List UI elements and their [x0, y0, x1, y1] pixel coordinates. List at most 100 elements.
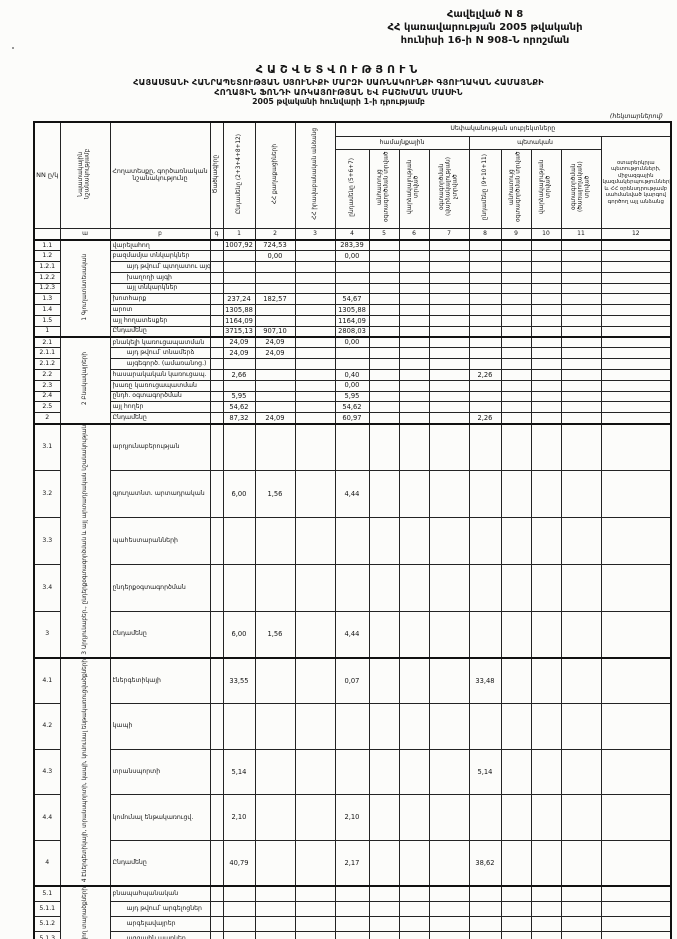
- value-cell: [398, 748, 430, 796]
- land-type-cell: ազգային պարկեր: [109, 931, 211, 939]
- value-cell: [560, 250, 602, 263]
- value-cell: 0,00: [334, 250, 370, 263]
- value-cell: [500, 304, 532, 317]
- value-cell: [334, 261, 370, 273]
- value-cell: [254, 304, 296, 317]
- value-cell: [500, 931, 532, 939]
- value-cell: [530, 390, 562, 403]
- code-cell: [209, 325, 224, 338]
- value-cell: [222, 271, 256, 284]
- row-num-cell: 5.1.2: [33, 915, 61, 933]
- value-cell: [530, 261, 562, 273]
- table-row: 2.5 այլ հողեր 54,62 54,62: [33, 401, 672, 414]
- value-cell: [294, 336, 336, 349]
- value-cell: 237,24: [222, 293, 256, 306]
- group-label: 3 Արդյունաբեր., ընդերքօգտագործման և այլ …: [81, 424, 88, 655]
- value-cell: [428, 900, 470, 917]
- value-cell: [294, 703, 336, 750]
- value-cell: [294, 347, 336, 360]
- value-cell: [468, 293, 502, 306]
- col-header-state-total-label: ընդամենը (9+10+11): [481, 154, 488, 221]
- value-cell: [294, 931, 336, 939]
- value-cell: [428, 469, 470, 518]
- value-cell: [530, 610, 562, 659]
- value-cell: [334, 282, 370, 295]
- code-cell: [209, 347, 224, 360]
- value-cell: [500, 610, 532, 659]
- row-num-cell: 2.3: [33, 379, 61, 392]
- code-cell: [209, 931, 224, 939]
- value-cell: [468, 931, 502, 939]
- value-cell: [254, 915, 296, 933]
- land-type-cell: արոտ: [109, 304, 211, 317]
- value-cell: [294, 794, 336, 842]
- value-cell: [398, 325, 430, 338]
- value-cell: [600, 271, 672, 284]
- value-cell: [500, 261, 532, 273]
- value-cell: [600, 563, 672, 612]
- value-cell: [398, 915, 430, 933]
- land-type-cell: բնապահպանական: [109, 885, 211, 902]
- value-cell: [368, 469, 400, 518]
- col-header-landtype: Հողատեսքը, գործառնական նշանակությունը: [109, 121, 211, 229]
- value-cell: [600, 379, 672, 392]
- value-cell: [500, 293, 532, 306]
- value-cell: [428, 794, 470, 842]
- value-cell: [398, 422, 430, 471]
- value-cell: [500, 469, 532, 518]
- value-cell: 5,14: [222, 748, 256, 796]
- value-cell: [294, 422, 336, 471]
- value-cell: [560, 304, 602, 317]
- value-cell: 24,09: [254, 347, 296, 360]
- land-type-cell: կոմունալ ենթակառուցվ.: [109, 794, 211, 842]
- code-cell: [209, 610, 224, 659]
- value-cell: [222, 915, 256, 933]
- land-type-cell: էներգետիկայի: [109, 657, 211, 705]
- land-type-cell: ընդհ. օգտագործման: [109, 390, 211, 403]
- value-cell: [428, 347, 470, 360]
- value-cell: [368, 703, 400, 750]
- value-cell: [294, 390, 336, 403]
- value-cell: [398, 657, 430, 705]
- value-cell: 1164,09: [222, 315, 256, 327]
- col-header-citizens-label: ՀՀ քաղաքացիների: [271, 143, 278, 205]
- value-cell: [368, 369, 400, 381]
- value-cell: [500, 347, 532, 360]
- value-cell: 54,67: [334, 293, 370, 306]
- value-cell: [500, 282, 532, 295]
- value-cell: [600, 347, 672, 360]
- value-cell: [560, 315, 602, 327]
- value-cell: [560, 840, 602, 887]
- value-cell: [398, 610, 430, 659]
- code-cell: [209, 379, 224, 392]
- value-cell: 33,55: [222, 657, 256, 705]
- col-number-cell: 8: [468, 228, 502, 241]
- value-cell: [294, 748, 336, 796]
- value-cell: 0,00: [334, 379, 370, 392]
- value-cell: [428, 379, 470, 392]
- value-cell: [334, 885, 370, 902]
- code-cell: [209, 358, 224, 371]
- value-cell: [530, 840, 562, 887]
- value-cell: [368, 610, 400, 659]
- row-num-cell: 1.3: [33, 293, 61, 306]
- group-label: 1 Գյուղատնտեսական: [81, 253, 88, 321]
- land-type-cell: Ընդամենը: [109, 325, 211, 338]
- value-cell: [600, 369, 672, 381]
- value-cell: [600, 315, 672, 327]
- value-cell: 2,26: [468, 412, 502, 425]
- land-type-cell: ընդերքօգտագործման: [109, 563, 211, 612]
- value-cell: [530, 657, 562, 705]
- value-cell: [530, 358, 562, 371]
- value-cell: [294, 840, 336, 887]
- value-cell: [560, 401, 602, 414]
- col-number-cell: 2: [254, 228, 296, 241]
- value-cell: [468, 794, 502, 842]
- value-cell: [368, 271, 400, 284]
- row-num-cell: 4.4: [33, 794, 61, 842]
- row-num-cell: 2.4: [33, 390, 61, 403]
- value-cell: [500, 390, 532, 403]
- col-header-citizens: ՀՀ քաղաքացիների: [254, 121, 296, 229]
- col-header-legal: ՀՀ իրավաբանական անձանց: [294, 121, 336, 229]
